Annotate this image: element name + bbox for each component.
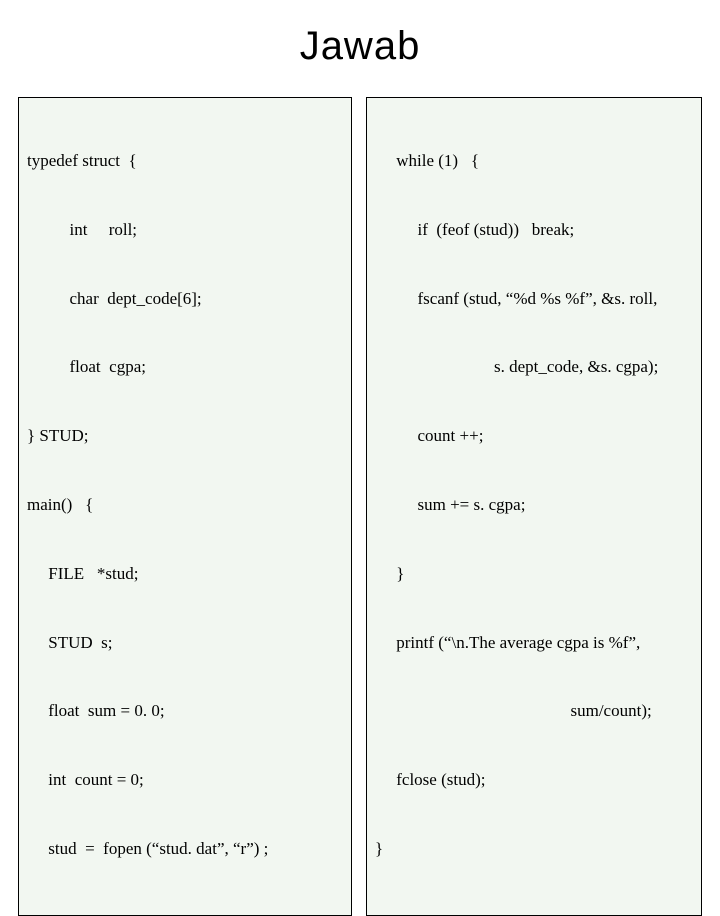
code-line: } STUD; <box>27 425 343 448</box>
code-line: printf (“\n.The average cgpa is %f”, <box>375 632 693 655</box>
code-line: main() { <box>27 494 343 517</box>
code-line: count ++; <box>375 425 693 448</box>
code-line: } <box>375 838 693 861</box>
code-line: if (feof (stud)) break; <box>375 219 693 242</box>
code-columns: typedef struct { int roll; char dept_cod… <box>0 69 720 916</box>
code-line: float sum = 0. 0; <box>27 700 343 723</box>
code-line: s. dept_code, &s. cgpa); <box>375 356 693 379</box>
code-line: sum += s. cgpa; <box>375 494 693 517</box>
page-title: Jawab <box>0 0 720 69</box>
code-line: fscanf (stud, “%d %s %f”, &s. roll, <box>375 288 693 311</box>
left-code-box: typedef struct { int roll; char dept_cod… <box>18 97 352 916</box>
code-line: STUD s; <box>27 632 343 655</box>
code-line: char dept_code[6]; <box>27 288 343 311</box>
code-line: stud = fopen (“stud. dat”, “r”) ; <box>27 838 343 861</box>
code-line: sum/count); <box>375 700 693 723</box>
code-line: } <box>375 563 693 586</box>
code-line: int count = 0; <box>27 769 343 792</box>
code-line: int roll; <box>27 219 343 242</box>
code-line: while (1) { <box>375 150 693 173</box>
code-line: fclose (stud); <box>375 769 693 792</box>
code-line: float cgpa; <box>27 356 343 379</box>
right-code-box: while (1) { if (feof (stud)) break; fsca… <box>366 97 702 916</box>
code-line: typedef struct { <box>27 150 343 173</box>
code-line: FILE *stud; <box>27 563 343 586</box>
